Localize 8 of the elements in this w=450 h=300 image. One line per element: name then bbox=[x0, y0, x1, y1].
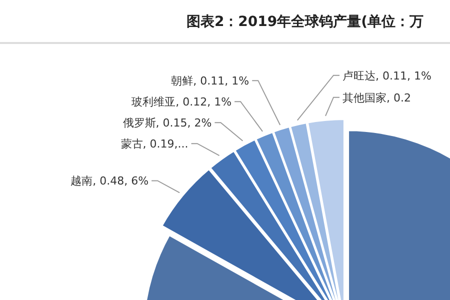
chart-title: 图表2：2019年全球钨产量(单位：万 bbox=[186, 13, 424, 30]
slice-label: 越南, 0.48, 6% bbox=[70, 174, 149, 188]
slice-label: 卢旺达, 0.11, 1% bbox=[342, 69, 432, 82]
slice-label: 蒙古, 0.19,... bbox=[120, 138, 188, 151]
slice-label: 玻利维亚, 0.12, 1% bbox=[132, 96, 232, 109]
slice-label: 朝鲜, 0.11, 1% bbox=[171, 74, 250, 88]
slice-label: 俄罗斯, 0.15, 2% bbox=[122, 116, 212, 130]
slice-label: 其他国家, 0.2 bbox=[342, 91, 411, 104]
